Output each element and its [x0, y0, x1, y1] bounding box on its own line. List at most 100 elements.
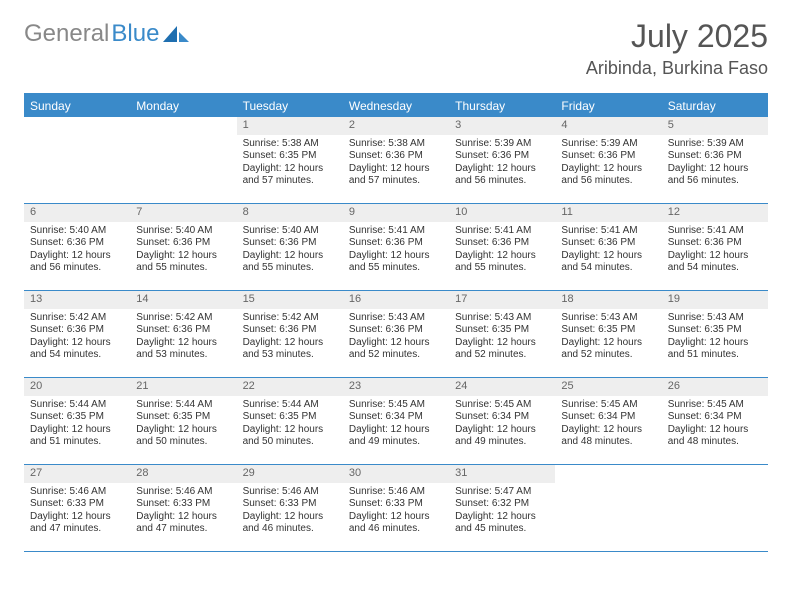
- cell-sunset: Sunset: 6:35 PM: [243, 411, 337, 424]
- cell-day2: and 56 minutes.: [455, 175, 549, 188]
- cell-day1: Daylight: 12 hours: [561, 163, 655, 176]
- cell-sunrise: Sunrise: 5:41 AM: [668, 225, 762, 238]
- cell-day1: Daylight: 12 hours: [30, 250, 124, 263]
- calendar-grid: SundayMondayTuesdayWednesdayThursdayFrid…: [24, 93, 768, 552]
- calendar-cell: 7Sunrise: 5:40 AMSunset: 6:36 PMDaylight…: [130, 204, 236, 290]
- cell-body: Sunrise: 5:47 AMSunset: 6:32 PMDaylight:…: [449, 483, 555, 541]
- day-number: 9: [343, 204, 449, 222]
- cell-sunrise: Sunrise: 5:43 AM: [455, 312, 549, 325]
- cell-sunset: Sunset: 6:33 PM: [349, 498, 443, 511]
- cell-sunset: Sunset: 6:34 PM: [349, 411, 443, 424]
- cell-day1: Daylight: 12 hours: [243, 511, 337, 524]
- month-year-title: July 2025: [586, 20, 768, 52]
- cell-day2: and 56 minutes.: [668, 175, 762, 188]
- day-number: 26: [662, 378, 768, 396]
- cell-day2: and 45 minutes.: [455, 523, 549, 536]
- calendar-cell: 15Sunrise: 5:42 AMSunset: 6:36 PMDayligh…: [237, 291, 343, 377]
- cell-sunset: Sunset: 6:35 PM: [243, 150, 337, 163]
- cell-day2: and 57 minutes.: [243, 175, 337, 188]
- cell-day1: Daylight: 12 hours: [349, 424, 443, 437]
- cell-sunset: Sunset: 6:32 PM: [455, 498, 549, 511]
- cell-sunrise: Sunrise: 5:38 AM: [243, 138, 337, 151]
- calendar-cell: 30Sunrise: 5:46 AMSunset: 6:33 PMDayligh…: [343, 465, 449, 551]
- cell-day1: Daylight: 12 hours: [561, 424, 655, 437]
- cell-sunrise: Sunrise: 5:45 AM: [668, 399, 762, 412]
- cell-day1: Daylight: 12 hours: [136, 511, 230, 524]
- cell-sunrise: Sunrise: 5:39 AM: [561, 138, 655, 151]
- cell-sunset: Sunset: 6:36 PM: [668, 150, 762, 163]
- cell-day1: Daylight: 12 hours: [243, 163, 337, 176]
- calendar-cell: [130, 117, 236, 203]
- day-number: 10: [449, 204, 555, 222]
- cell-sunrise: Sunrise: 5:42 AM: [136, 312, 230, 325]
- cell-day2: and 56 minutes.: [561, 175, 655, 188]
- day-number: 27: [24, 465, 130, 483]
- cell-day2: and 49 minutes.: [455, 436, 549, 449]
- cell-day1: Daylight: 12 hours: [455, 511, 549, 524]
- cell-sunrise: Sunrise: 5:43 AM: [561, 312, 655, 325]
- title-block: July 2025 Aribinda, Burkina Faso: [586, 20, 768, 79]
- cell-day1: Daylight: 12 hours: [243, 337, 337, 350]
- cell-day1: Daylight: 12 hours: [668, 250, 762, 263]
- calendar-cell: 26Sunrise: 5:45 AMSunset: 6:34 PMDayligh…: [662, 378, 768, 464]
- cell-body: Sunrise: 5:38 AMSunset: 6:36 PMDaylight:…: [343, 135, 449, 193]
- brand-word-2: Blue: [111, 20, 159, 48]
- location-subtitle: Aribinda, Burkina Faso: [586, 58, 768, 79]
- cell-body: Sunrise: 5:44 AMSunset: 6:35 PMDaylight:…: [237, 396, 343, 454]
- cell-sunrise: Sunrise: 5:41 AM: [561, 225, 655, 238]
- day-number: 3: [449, 117, 555, 135]
- day-header: Tuesday: [237, 95, 343, 117]
- cell-day2: and 52 minutes.: [349, 349, 443, 362]
- cell-day2: and 50 minutes.: [136, 436, 230, 449]
- calendar-cell: 17Sunrise: 5:43 AMSunset: 6:35 PMDayligh…: [449, 291, 555, 377]
- day-number: 6: [24, 204, 130, 222]
- cell-sunset: Sunset: 6:36 PM: [243, 237, 337, 250]
- calendar-cell: 10Sunrise: 5:41 AMSunset: 6:36 PMDayligh…: [449, 204, 555, 290]
- calendar-cell: [662, 465, 768, 551]
- cell-day2: and 51 minutes.: [668, 349, 762, 362]
- calendar-cell: [555, 465, 661, 551]
- cell-day1: Daylight: 12 hours: [455, 337, 549, 350]
- day-number: 28: [130, 465, 236, 483]
- day-number: 19: [662, 291, 768, 309]
- calendar-cell: 11Sunrise: 5:41 AMSunset: 6:36 PMDayligh…: [555, 204, 661, 290]
- cell-sunset: Sunset: 6:34 PM: [668, 411, 762, 424]
- cell-day2: and 49 minutes.: [349, 436, 443, 449]
- calendar-cell: 31Sunrise: 5:47 AMSunset: 6:32 PMDayligh…: [449, 465, 555, 551]
- calendar-cell: 27Sunrise: 5:46 AMSunset: 6:33 PMDayligh…: [24, 465, 130, 551]
- cell-day1: Daylight: 12 hours: [561, 337, 655, 350]
- cell-body: Sunrise: 5:46 AMSunset: 6:33 PMDaylight:…: [130, 483, 236, 541]
- cell-body: Sunrise: 5:41 AMSunset: 6:36 PMDaylight:…: [662, 222, 768, 280]
- cell-day1: Daylight: 12 hours: [455, 163, 549, 176]
- cell-sunrise: Sunrise: 5:41 AM: [455, 225, 549, 238]
- cell-sunrise: Sunrise: 5:44 AM: [136, 399, 230, 412]
- cell-sunrise: Sunrise: 5:39 AM: [455, 138, 549, 151]
- calendar-cell: 29Sunrise: 5:46 AMSunset: 6:33 PMDayligh…: [237, 465, 343, 551]
- cell-day2: and 53 minutes.: [243, 349, 337, 362]
- cell-body: Sunrise: 5:46 AMSunset: 6:33 PMDaylight:…: [237, 483, 343, 541]
- week-row: 1Sunrise: 5:38 AMSunset: 6:35 PMDaylight…: [24, 117, 768, 204]
- calendar-cell: 16Sunrise: 5:43 AMSunset: 6:36 PMDayligh…: [343, 291, 449, 377]
- cell-day2: and 50 minutes.: [243, 436, 337, 449]
- cell-sunrise: Sunrise: 5:45 AM: [455, 399, 549, 412]
- cell-sunset: Sunset: 6:36 PM: [136, 324, 230, 337]
- cell-body: Sunrise: 5:42 AMSunset: 6:36 PMDaylight:…: [130, 309, 236, 367]
- calendar-cell: 24Sunrise: 5:45 AMSunset: 6:34 PMDayligh…: [449, 378, 555, 464]
- cell-sunset: Sunset: 6:35 PM: [561, 324, 655, 337]
- cell-sunrise: Sunrise: 5:38 AM: [349, 138, 443, 151]
- day-number: 13: [24, 291, 130, 309]
- cell-sunset: Sunset: 6:35 PM: [455, 324, 549, 337]
- cell-day1: Daylight: 12 hours: [30, 511, 124, 524]
- cell-sunset: Sunset: 6:36 PM: [243, 324, 337, 337]
- calendar-cell: 18Sunrise: 5:43 AMSunset: 6:35 PMDayligh…: [555, 291, 661, 377]
- calendar-cell: 22Sunrise: 5:44 AMSunset: 6:35 PMDayligh…: [237, 378, 343, 464]
- cell-day1: Daylight: 12 hours: [668, 163, 762, 176]
- cell-sunrise: Sunrise: 5:43 AM: [349, 312, 443, 325]
- cell-body: Sunrise: 5:46 AMSunset: 6:33 PMDaylight:…: [24, 483, 130, 541]
- calendar-cell: 8Sunrise: 5:40 AMSunset: 6:36 PMDaylight…: [237, 204, 343, 290]
- page-header: GeneralBlue July 2025 Aribinda, Burkina …: [24, 20, 768, 79]
- cell-body: Sunrise: 5:39 AMSunset: 6:36 PMDaylight:…: [662, 135, 768, 193]
- cell-day2: and 46 minutes.: [243, 523, 337, 536]
- day-header: Friday: [555, 95, 661, 117]
- calendar-cell: 28Sunrise: 5:46 AMSunset: 6:33 PMDayligh…: [130, 465, 236, 551]
